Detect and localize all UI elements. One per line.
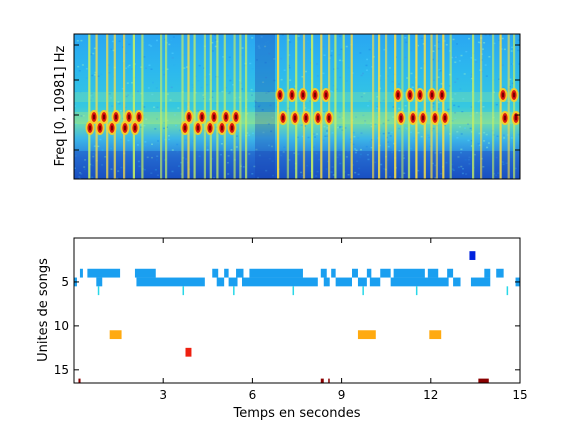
x-tick-label: 9 [338,388,346,402]
segment-mark [369,277,381,287]
segment-mark [185,347,192,357]
segment-mark [427,268,439,278]
segment-mark [415,286,418,296]
x-tick-label: 3 [159,388,167,402]
segment-mark [216,277,225,287]
segment-mark [134,268,156,278]
spectrogram-frame [73,33,521,180]
segmentation-panel: 3 6 9 12 15 5 10 15 Temps en secondes Unites de… [36,237,528,421]
segment-mark [323,277,330,287]
segment-mark [236,268,244,278]
segment-mark [109,330,122,340]
y-tick-label: 5 [61,275,69,289]
segment-mark [136,277,205,287]
segment-mark [357,277,367,287]
segment-mark [366,268,372,278]
segmentation-frame [73,237,521,384]
segmentation-xlabel: Temps en secondes [232,406,360,421]
segment-mark [87,268,121,278]
segment-mark [79,268,83,278]
segmentation-ticks: 3 6 9 12 15 5 10 15 [54,238,528,402]
segmentation-ylabel: Unites de songs [36,258,51,362]
segment-mark [249,268,303,278]
segment-mark [78,378,81,383]
segment-mark [292,286,295,296]
segment-mark [506,286,509,296]
segmentation-marks [74,251,520,383]
segment-mark [380,268,391,278]
segment-mark [429,330,442,340]
segment-mark [478,378,489,383]
y-tick-label: 15 [54,363,69,377]
segment-mark [241,277,318,287]
segment-mark [362,286,364,296]
segment-mark [484,268,491,278]
segment-mark [233,286,235,296]
x-tick-label: 12 [423,388,438,402]
segment-mark [470,277,491,287]
segment-mark [328,378,330,383]
segment-mark [96,277,103,287]
spectrogram-panel: Freq [0, 10981] Hz [53,33,521,180]
segment-mark [212,268,219,278]
segment-mark [393,268,425,278]
y-tick-label: 10 [54,319,69,333]
segment-mark [453,277,461,287]
spectrogram-texture [74,34,520,179]
segment-mark [335,277,352,287]
segment-mark [97,286,100,296]
segment-mark [182,286,185,296]
segment-mark [357,330,376,340]
segment-mark [320,378,324,383]
segment-mark [390,277,449,287]
segment-mark [320,268,327,278]
x-tick-label: 6 [249,388,257,402]
segment-mark [447,268,454,278]
spectrogram-ticks [74,44,520,151]
x-tick-label: 15 [512,388,527,402]
segment-mark [469,251,476,260]
segment-mark [228,277,238,287]
segment-mark [496,268,504,278]
segment-mark [352,268,358,278]
segmentation-background [74,238,520,383]
segment-mark [224,268,229,278]
segment-mark [331,268,336,278]
spectrogram-ylabel: Freq [0, 10981] Hz [53,45,68,166]
